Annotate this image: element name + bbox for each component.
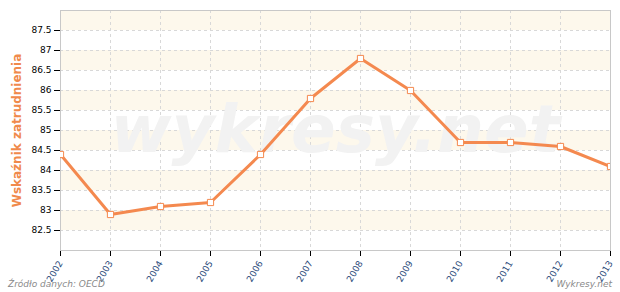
svg-text:2003: 2003 xyxy=(94,258,115,284)
svg-text:85: 85 xyxy=(40,125,51,135)
svg-text:2010: 2010 xyxy=(445,259,465,284)
html-text:Źródło danych: OECD: Źródło danych: OECD xyxy=(8,279,105,289)
svg-text:84: 84 xyxy=(40,165,52,175)
svg-text:2008: 2008 xyxy=(345,259,365,284)
svg-text:2006: 2006 xyxy=(245,259,265,284)
svg-text:86: 86 xyxy=(40,85,52,95)
svg-text:83.5: 83.5 xyxy=(31,185,51,195)
svg-text:85.5: 85.5 xyxy=(31,105,51,115)
svg-text:2004: 2004 xyxy=(145,259,165,284)
svg-text:2007: 2007 xyxy=(295,259,315,284)
svg-text:82.5: 82.5 xyxy=(31,225,51,235)
svg-text:84.5: 84.5 xyxy=(31,145,51,155)
html-text:Wykresy.net: Wykresy.net xyxy=(556,279,612,289)
svg-text:2012: 2012 xyxy=(544,258,565,284)
svg-text:2009: 2009 xyxy=(395,259,415,284)
svg-text:87: 87 xyxy=(40,45,51,55)
svg-text:2013: 2013 xyxy=(594,258,615,284)
svg-text:83: 83 xyxy=(40,205,51,215)
svg-text:2002: 2002 xyxy=(44,258,65,284)
svg-text:2005: 2005 xyxy=(195,259,215,284)
svg-text:87.5: 87.5 xyxy=(31,25,51,35)
svg-text:86.5: 86.5 xyxy=(31,65,51,75)
svg-text:wykresy.net: wykresy.net xyxy=(111,91,563,168)
svg-text:Wskaźnik zatrudnienia: Wskaźnik zatrudnienia xyxy=(10,54,24,208)
svg-text:2011: 2011 xyxy=(495,259,515,284)
